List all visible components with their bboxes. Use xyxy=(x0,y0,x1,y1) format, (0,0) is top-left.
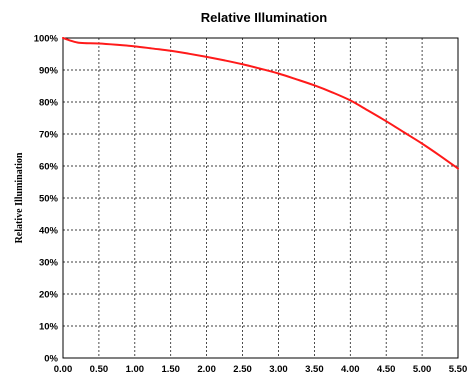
y-tick-label: 10% xyxy=(39,322,59,333)
y-tick-label: 80% xyxy=(39,98,59,109)
illumination-series-line xyxy=(62,37,459,170)
y-tick-label: 70% xyxy=(39,130,59,141)
y-tick-label: 50% xyxy=(39,194,59,205)
x-tick-label: 2.50 xyxy=(233,364,252,375)
y-tick-label: 90% xyxy=(39,66,59,77)
x-tick-label: 5.50 xyxy=(449,364,468,375)
x-tick-label: 1.50 xyxy=(161,364,180,375)
y-tick-label: 60% xyxy=(39,162,59,173)
x-tick-label: 5.00 xyxy=(413,364,432,375)
grid xyxy=(63,38,458,358)
x-tick-label: 0.00 xyxy=(54,364,73,375)
y-tick-label: 20% xyxy=(39,290,59,301)
x-tick-label: 3.00 xyxy=(269,364,288,375)
y-tick-label: 40% xyxy=(39,226,59,237)
x-tick-label: 0.50 xyxy=(90,364,109,375)
x-tick-label: 3.50 xyxy=(305,364,324,375)
y-axis-label: Relative Illumination xyxy=(14,152,25,243)
plot-frame xyxy=(62,37,459,359)
x-tick-label: 4.50 xyxy=(377,364,396,375)
y-tick-label: 0% xyxy=(44,354,58,365)
y-tick-label: 100% xyxy=(34,34,59,45)
chart-title: Relative Illumination xyxy=(201,10,327,25)
y-tick-label: 30% xyxy=(39,258,59,269)
x-tick-label: 4.00 xyxy=(341,364,360,375)
tick-labels: 0.00 0.50 1.00 1.50 2.00 2.50 3.00 3.50 4.00 4.50… xyxy=(34,34,468,376)
x-tick-label: 2.00 xyxy=(197,364,216,375)
x-tick-label: 1.00 xyxy=(126,364,145,375)
